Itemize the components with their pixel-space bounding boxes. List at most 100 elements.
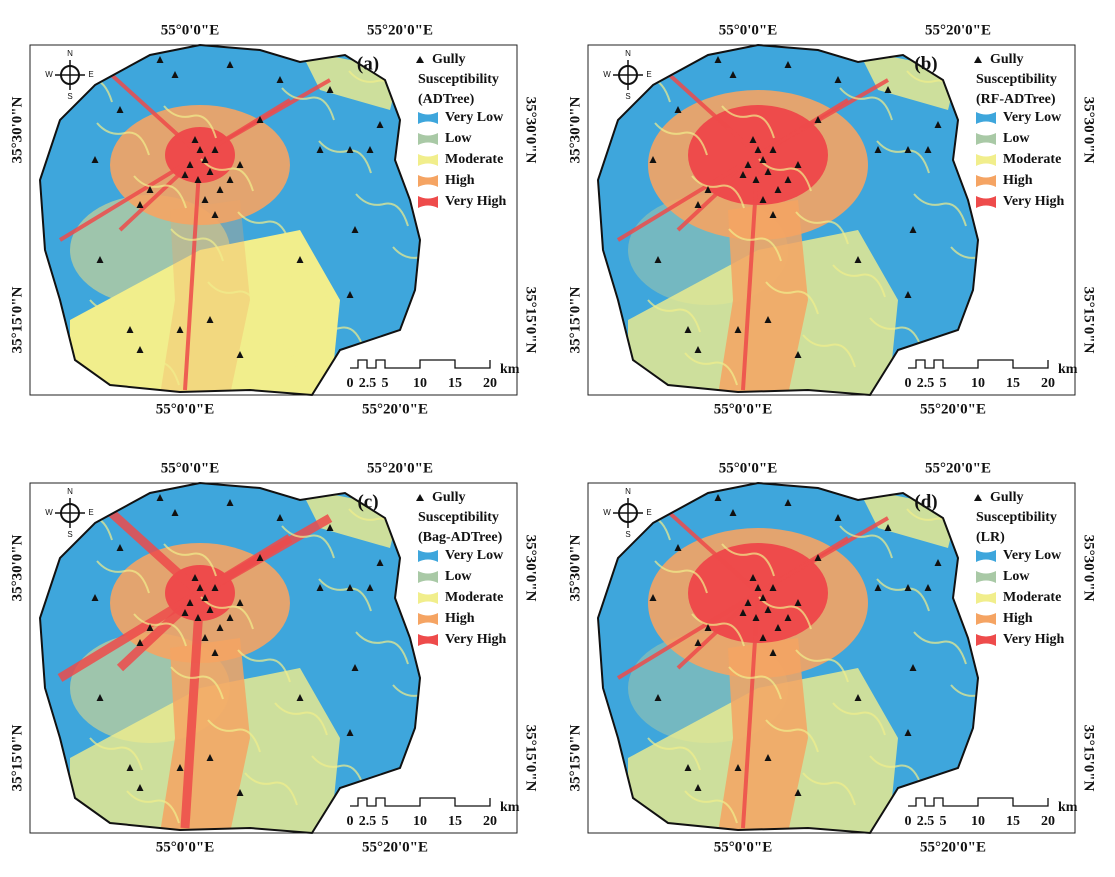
legend-label: Low [445, 131, 472, 146]
legend-label: Very Low [1003, 548, 1062, 563]
x-coord-label: 55°0'0"E [161, 460, 220, 476]
legend-swatch [418, 571, 438, 583]
legend-triangle [974, 494, 982, 501]
x-coord-label: 55°20'0"E [367, 460, 433, 476]
compass-letter: N [625, 487, 631, 496]
map-panel: 55°0'0"E55°0'0"E55°20'0"E55°20'0"E35°30'… [567, 22, 1096, 417]
x-coord-label: 55°0'0"E [719, 22, 778, 38]
y-coord-label: 35°15'0"N [9, 286, 25, 353]
legend-title: Gully [432, 490, 465, 505]
scale-label: 10 [971, 376, 985, 391]
scale-label: 20 [1041, 814, 1055, 829]
compass-letter: N [625, 49, 631, 58]
scale-label: 5 [940, 376, 947, 391]
compass-letter: W [603, 508, 611, 517]
compass-letter: S [625, 92, 630, 101]
page: {"common": { "x_labels": ["55°0'0\"E", "… [0, 0, 1115, 877]
compass-letter: W [603, 70, 611, 79]
legend-swatch [976, 133, 996, 145]
legend-label: Low [1003, 131, 1030, 146]
x-coord-label: 55°20'0"E [925, 460, 991, 476]
legend-swatch [418, 592, 438, 604]
legend-title: Susceptibility [976, 510, 1057, 525]
legend-swatch [976, 112, 996, 124]
legend-label: Low [1003, 569, 1030, 584]
panel-label: (c) [357, 491, 378, 512]
map-panel: 55°0'0"E55°0'0"E55°20'0"E55°20'0"E35°30'… [9, 22, 538, 417]
compass-letter: N [67, 49, 73, 58]
legend-model: (RF-ADTree) [976, 92, 1056, 107]
legend-label: Very High [445, 194, 507, 209]
legend-triangle [416, 56, 424, 63]
legend-label: Moderate [445, 152, 503, 167]
x-coord-label: 55°0'0"E [161, 22, 220, 38]
map-area [30, 478, 445, 838]
compass-letter: N [67, 487, 73, 496]
legend-label: Very High [445, 632, 507, 647]
legend-swatch [418, 634, 438, 646]
scale-label: 15 [448, 814, 462, 829]
x-coord-label: 55°20'0"E [925, 22, 991, 38]
y-coord-label: 35°15'0"N [1081, 725, 1097, 792]
map-panel: 55°0'0"E55°0'0"E55°20'0"E55°20'0"E35°30'… [9, 460, 538, 855]
compass-arrows [55, 498, 85, 528]
legend-swatch [418, 196, 438, 208]
legend-label: Moderate [1003, 590, 1061, 605]
x-coord-label: 55°20'0"E [367, 22, 433, 38]
legend-model: (LR) [976, 530, 1005, 545]
x-coord-label: 55°20'0"E [362, 401, 428, 417]
legend-title: Susceptibility [418, 72, 499, 87]
legend-swatch [418, 133, 438, 145]
y-coord-label: 35°15'0"N [567, 286, 583, 353]
scale-label: 20 [483, 376, 497, 391]
scale-label: 0 [347, 376, 354, 391]
x-coord-label: 55°20'0"E [920, 839, 986, 855]
legend-label: High [445, 173, 475, 188]
legend-title: Susceptibility [976, 72, 1057, 87]
legend-model: (ADTree) [418, 92, 475, 107]
x-coord-label: 55°0'0"E [156, 401, 215, 417]
panel-label: (a) [357, 53, 379, 74]
compass-letter: W [45, 508, 53, 517]
scale-bar [350, 360, 490, 368]
legend-swatch [418, 613, 438, 625]
y-coord-label: 35°15'0"N [1081, 287, 1097, 354]
scale-label: 2.5 [917, 814, 935, 829]
map-area [588, 40, 1003, 400]
legend-label: Low [445, 569, 472, 584]
legend-swatch [976, 175, 996, 187]
x-coord-label: 55°0'0"E [714, 401, 773, 417]
figure: 55°0'0"E 55°0'0"E 55°20'0"E 55°20'0"E 35°30'… [0, 0, 1115, 877]
compass-arrows [613, 60, 643, 90]
legend-label: High [1003, 611, 1033, 626]
scale-bar [350, 798, 490, 806]
y-coord-label: 35°30'0"N [523, 535, 539, 602]
map-area [30, 40, 445, 400]
compass-arrows [613, 498, 643, 528]
scale-label: 0 [347, 814, 354, 829]
y-coord-label: 35°30'0"N [9, 534, 25, 601]
scale-label: 0 [905, 814, 912, 829]
legend-swatch [976, 571, 996, 583]
scale-label: 2.5 [359, 376, 377, 391]
legend-label: Moderate [1003, 152, 1061, 167]
map-panel: 55°0'0"E55°0'0"E55°20'0"E55°20'0"E35°30'… [567, 460, 1096, 855]
legend-label: Moderate [445, 590, 503, 605]
legend-triangle [974, 56, 982, 63]
compass-letter: S [67, 530, 72, 539]
scale-label: 5 [940, 814, 947, 829]
legend-label: High [1003, 173, 1033, 188]
y-coord-label: 35°15'0"N [523, 725, 539, 792]
scale-unit: km [500, 800, 520, 815]
panel-label: (b) [914, 53, 937, 74]
x-coord-label: 55°0'0"E [719, 460, 778, 476]
legend-swatch [976, 154, 996, 166]
scale-label: 10 [971, 814, 985, 829]
y-coord-label: 35°15'0"N [567, 724, 583, 791]
scale-label: 10 [413, 814, 427, 829]
legend-swatch [976, 196, 996, 208]
legend-label: Very Low [445, 548, 504, 563]
y-coord-label: 35°30'0"N [567, 96, 583, 163]
x-coord-label: 55°0'0"E [156, 839, 215, 855]
legend-triangle [416, 494, 424, 501]
